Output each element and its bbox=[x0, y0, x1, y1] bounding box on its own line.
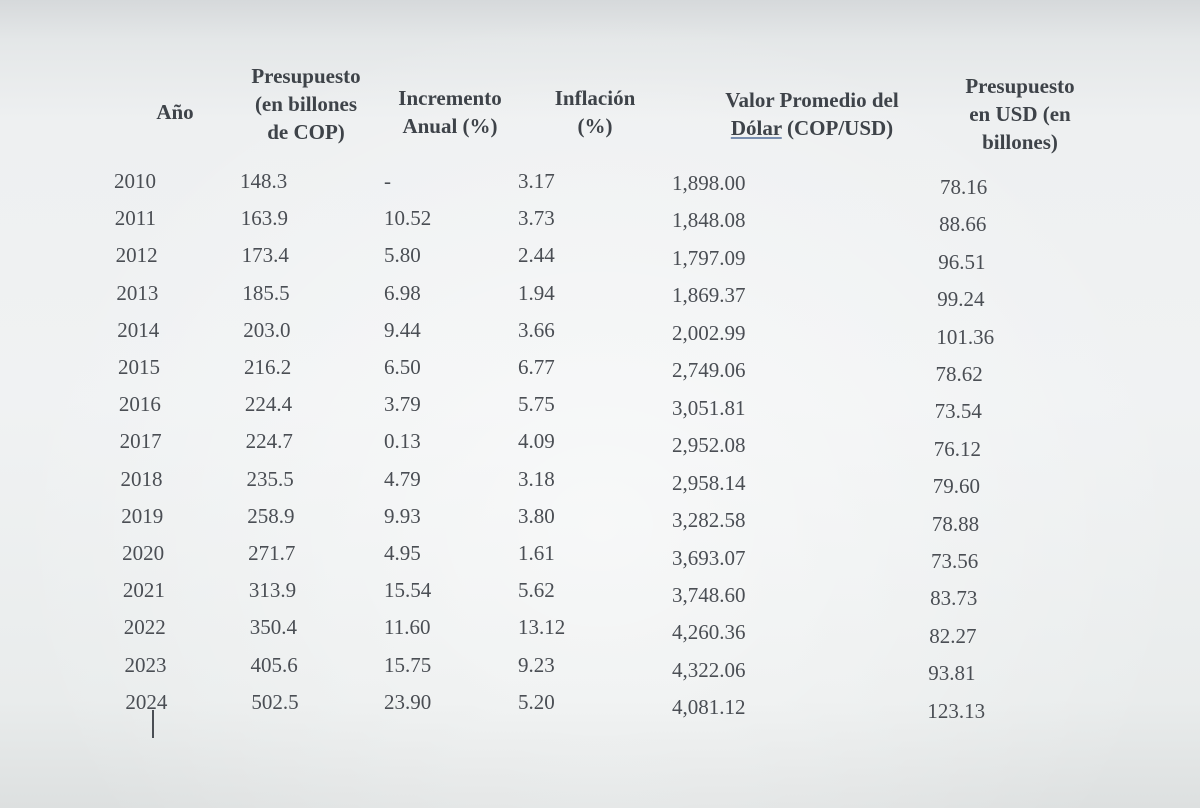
cell-year: 2022 bbox=[123, 615, 166, 640]
cell-inflation: 13.12 bbox=[518, 615, 566, 640]
cell-dollar: 4,081.12 bbox=[672, 695, 746, 720]
cell-year: 2018 bbox=[120, 466, 163, 491]
cell-inflation: 3.73 bbox=[518, 206, 555, 231]
cell-year: 2017 bbox=[119, 429, 162, 454]
cell-inflation: 6.77 bbox=[518, 355, 555, 379]
cell-dollar: 3,051.81 bbox=[672, 395, 746, 420]
cell-usd: 83.73 bbox=[930, 586, 978, 611]
cell-budget: 148.3 bbox=[240, 169, 288, 193]
cell-inflation: 3.18 bbox=[518, 466, 555, 491]
cell-usd: 79.60 bbox=[932, 474, 981, 499]
cell-year: 2016 bbox=[118, 392, 161, 417]
cell-increase: 15.75 bbox=[384, 652, 432, 677]
header-increase: Incremento Anual (%) bbox=[398, 86, 502, 138]
cell-budget: 224.7 bbox=[245, 429, 293, 454]
cell-increase: 10.52 bbox=[384, 206, 432, 231]
cell-budget: 405.6 bbox=[250, 652, 298, 677]
cell-year: 2020 bbox=[122, 541, 165, 565]
cell-budget: 258.9 bbox=[247, 503, 295, 528]
cell-dollar: 2,749.06 bbox=[672, 358, 746, 383]
cell-budget: 350.4 bbox=[249, 615, 297, 640]
cell-year: 2023 bbox=[124, 652, 167, 677]
cell-inflation: 1.94 bbox=[518, 280, 555, 305]
cell-increase: 5.80 bbox=[384, 243, 421, 268]
cell-increase: 11.60 bbox=[384, 615, 431, 640]
cell-budget: 216.2 bbox=[244, 355, 292, 379]
cell-budget: 203.0 bbox=[243, 317, 291, 342]
cell-usd: 78.16 bbox=[940, 175, 988, 199]
cell-year: 2015 bbox=[118, 355, 161, 379]
cell-usd: 88.66 bbox=[939, 212, 987, 237]
cell-year: 2014 bbox=[117, 317, 160, 342]
cell-usd: 93.81 bbox=[928, 661, 976, 686]
cell-inflation: 5.20 bbox=[518, 689, 555, 714]
cell-increase: - bbox=[384, 169, 391, 193]
cell-budget: 271.7 bbox=[248, 541, 296, 565]
cell-dollar: 3,693.07 bbox=[672, 545, 746, 570]
cell-dollar: 2,952.08 bbox=[672, 433, 746, 458]
header-usd: Presupuesto en USD (en billones) bbox=[965, 74, 1075, 154]
cell-dollar: 4,322.06 bbox=[672, 657, 746, 682]
cell-inflation: 3.17 bbox=[518, 169, 555, 193]
cell-dollar: 1,898.00 bbox=[672, 171, 746, 195]
cell-budget: 235.5 bbox=[246, 466, 294, 491]
cell-inflation: 9.23 bbox=[518, 652, 555, 677]
cell-dollar: 1,848.08 bbox=[672, 208, 746, 233]
cell-usd: 78.88 bbox=[931, 511, 980, 536]
cell-year: 2012 bbox=[115, 243, 158, 268]
cell-usd: 123.13 bbox=[927, 698, 986, 723]
cell-usd: 96.51 bbox=[938, 249, 986, 274]
header-inflation: Inflación (%) bbox=[554, 86, 636, 138]
header-dollar: Valor Promedio del Dólar (COP/USD) bbox=[725, 88, 899, 140]
text-cursor bbox=[152, 710, 154, 738]
cell-increase: 4.79 bbox=[384, 466, 421, 491]
cell-increase: 6.50 bbox=[384, 355, 421, 379]
cell-year: 2013 bbox=[116, 280, 159, 305]
cell-budget: 224.4 bbox=[244, 392, 293, 417]
cell-usd: 99.24 bbox=[937, 287, 985, 312]
cell-usd: 101.36 bbox=[936, 324, 995, 349]
header-year: Año bbox=[156, 100, 194, 124]
cell-usd: 76.12 bbox=[933, 436, 981, 461]
cell-budget: 185.5 bbox=[242, 280, 290, 305]
cell-year: 2011 bbox=[114, 206, 157, 231]
cell-dollar: 1,797.09 bbox=[672, 245, 746, 270]
cell-inflation: 5.75 bbox=[518, 392, 555, 417]
cell-increase: 0.13 bbox=[384, 429, 421, 454]
cell-budget: 163.9 bbox=[240, 206, 289, 231]
cell-inflation: 3.66 bbox=[518, 317, 555, 342]
cell-increase: 9.44 bbox=[384, 317, 421, 342]
cell-inflation: 1.61 bbox=[518, 541, 555, 565]
cell-increase: 3.79 bbox=[384, 392, 421, 417]
cell-year: 2019 bbox=[121, 503, 164, 528]
cell-increase: 23.90 bbox=[384, 689, 432, 714]
cell-dollar: 4,260.36 bbox=[672, 620, 746, 645]
cell-usd: 73.56 bbox=[931, 549, 979, 573]
cell-dollar: 3,748.60 bbox=[672, 582, 746, 607]
cell-usd: 82.27 bbox=[929, 623, 977, 648]
cell-dollar: 1,869.37 bbox=[672, 283, 746, 308]
cell-increase: 9.93 bbox=[384, 503, 421, 528]
header-budget: Presupuesto (en billones de COP) bbox=[251, 64, 361, 144]
cell-budget: 502.5 bbox=[251, 689, 299, 714]
cell-dollar: 3,282.58 bbox=[672, 508, 746, 533]
cell-increase: 4.95 bbox=[384, 541, 421, 565]
cell-year: 2010 bbox=[114, 169, 156, 193]
cell-dollar: 2,958.14 bbox=[672, 470, 746, 495]
cell-dollar: 2,002.99 bbox=[672, 320, 746, 345]
cell-budget: 173.4 bbox=[241, 243, 289, 268]
cell-budget: 313.9 bbox=[248, 578, 297, 603]
cell-year: 2021 bbox=[122, 578, 165, 603]
cell-inflation: 2.44 bbox=[518, 243, 555, 268]
cell-increase: 6.98 bbox=[384, 280, 421, 305]
cell-increase: 15.54 bbox=[384, 578, 432, 603]
cell-inflation: 3.80 bbox=[518, 503, 555, 528]
cell-usd: 73.54 bbox=[934, 399, 982, 424]
cell-usd: 78.62 bbox=[935, 362, 983, 386]
cell-inflation: 5.62 bbox=[518, 578, 555, 603]
cell-year: 2024 bbox=[125, 689, 168, 714]
cell-inflation: 4.09 bbox=[518, 429, 555, 454]
